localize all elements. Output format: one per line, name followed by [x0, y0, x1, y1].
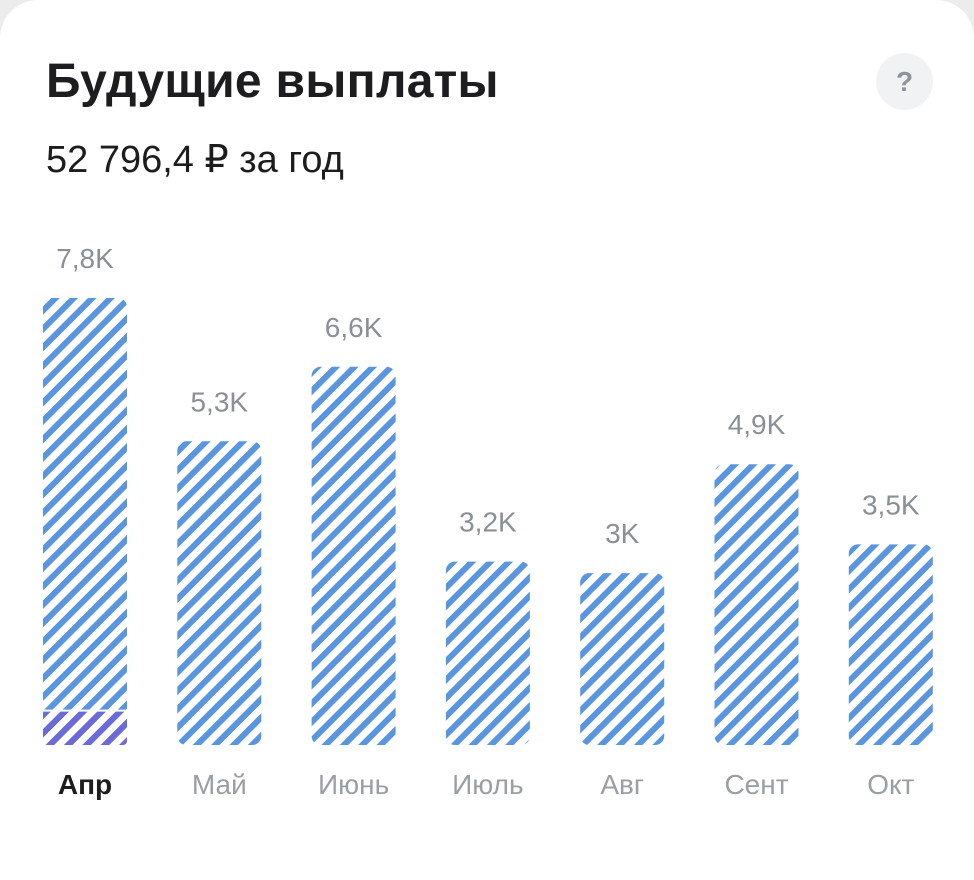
bar-7-value-label: 3,5K: [862, 489, 920, 520]
month-label-2[interactable]: Май: [192, 769, 247, 800]
payouts-bar-chart: 7,8K Апр 5,3K Май 6,6K Июнь 3,2K Июль 3K Авг 4,9K С…: [43, 243, 933, 800]
month-label-6[interactable]: Сент: [724, 769, 788, 800]
month-label-1[interactable]: Апр: [58, 769, 112, 800]
bar-1-value-label: 7,8K: [56, 243, 114, 274]
bar-3-value-label: 6,6K: [325, 312, 383, 343]
bar-5[interactable]: [580, 573, 665, 745]
bar-7[interactable]: [848, 544, 933, 745]
bar-4[interactable]: [445, 561, 530, 745]
annual-total: 52 796,4 ₽ за год: [46, 139, 344, 181]
bar-6[interactable]: [714, 464, 799, 745]
bar-2-value-label: 5,3K: [190, 386, 248, 417]
help-button[interactable]: ?: [876, 53, 933, 110]
page-title: Будущие выплаты: [46, 55, 499, 108]
bar-1-highlighted-segment: [43, 710, 127, 745]
question-icon: ?: [895, 65, 914, 97]
month-label-5[interactable]: Авг: [600, 769, 644, 800]
month-label-7[interactable]: Окт: [867, 769, 914, 800]
bar-6-value-label: 4,9K: [728, 409, 786, 440]
bar-1[interactable]: [43, 298, 127, 745]
chart-bars: 7,8K Апр 5,3K Май 6,6K Июнь 3,2K Июль 3K Авг 4,9K С…: [43, 243, 933, 800]
bar-2[interactable]: [177, 441, 262, 745]
month-label-3[interactable]: Июнь: [318, 769, 389, 800]
bar-3[interactable]: [311, 366, 396, 745]
bar-5-value-label: 3K: [605, 518, 640, 549]
bar-4-value-label: 3,2K: [459, 507, 517, 538]
month-label-4[interactable]: Июль: [452, 769, 523, 800]
